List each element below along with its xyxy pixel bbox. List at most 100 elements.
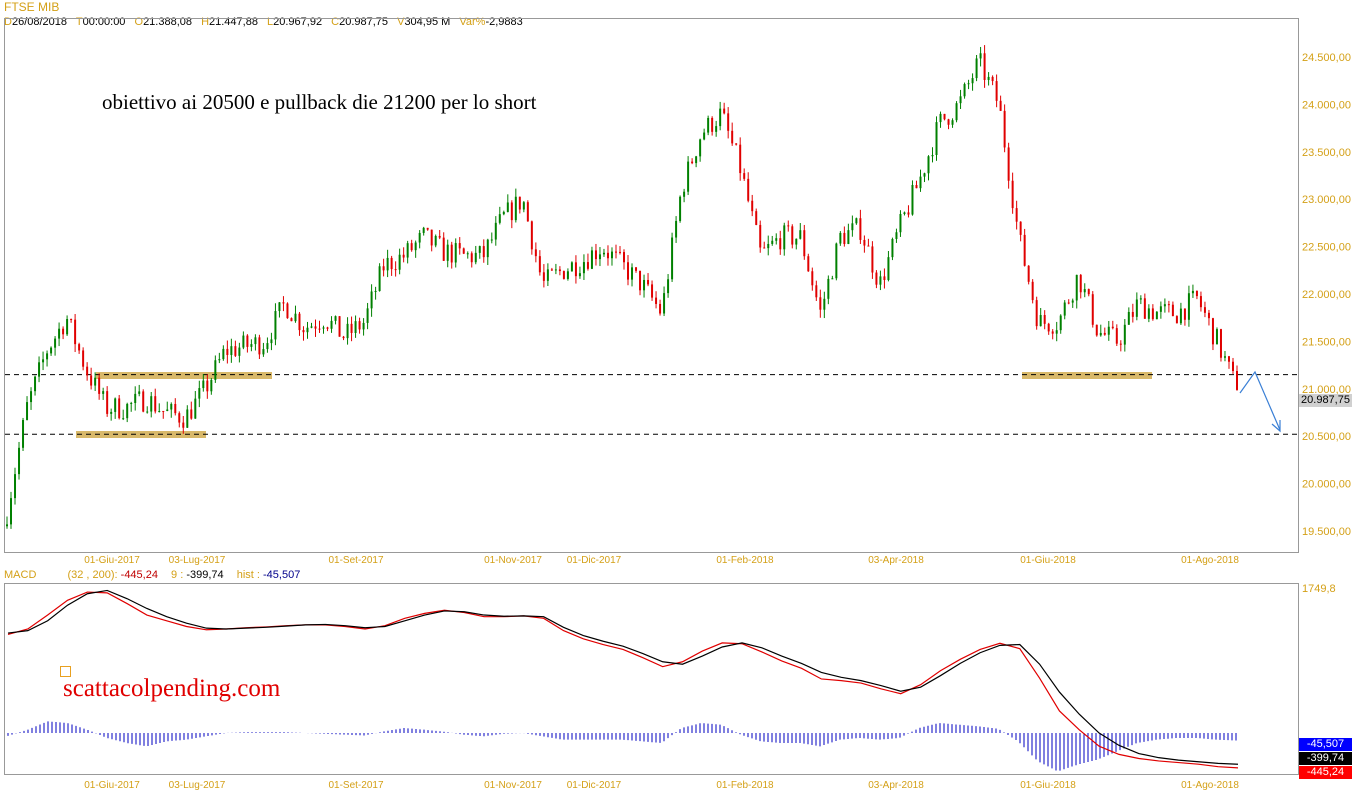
candle [1159, 301, 1162, 319]
candle-body [887, 257, 890, 281]
date-axis-tick: 03-Apr-2018 [868, 555, 924, 566]
candle [783, 222, 786, 256]
candle-body [955, 103, 958, 121]
high-label: H [201, 16, 210, 28]
candle [194, 391, 197, 419]
candle-body [703, 132, 706, 140]
candle [102, 387, 105, 400]
candle [138, 384, 141, 397]
macd-label: MACD [4, 569, 37, 581]
watermark: scattacolpending.com [63, 675, 281, 702]
candle-body [350, 323, 353, 333]
candle-body [170, 403, 173, 410]
candle-body [222, 348, 225, 360]
candle [518, 196, 521, 214]
candle-body [959, 96, 962, 104]
candle-body [1187, 293, 1190, 320]
candle-body [683, 191, 686, 197]
date-axis-tick: 01-Giu-2017 [84, 555, 140, 566]
candle [422, 226, 425, 236]
candle-body [494, 222, 497, 240]
candle [322, 325, 325, 334]
candle-body [1151, 308, 1154, 320]
candle-body [1091, 294, 1094, 325]
candle [867, 238, 870, 247]
candle-body [1159, 306, 1162, 312]
candle [1099, 324, 1102, 337]
candle-body [478, 246, 481, 253]
candle-body [771, 240, 774, 244]
candle-body [334, 316, 337, 321]
candle-body [402, 254, 405, 258]
candle [214, 355, 217, 383]
candle-body [562, 271, 565, 279]
candle-body [98, 377, 101, 394]
candle-body [470, 253, 473, 263]
candle [202, 374, 205, 392]
candle-body [154, 396, 157, 412]
candle-body [234, 346, 237, 356]
candle-body [1055, 330, 1058, 334]
candle [663, 286, 666, 317]
candle-body [1131, 311, 1134, 317]
candle [314, 319, 317, 337]
candle-body [935, 122, 938, 156]
candle-body [458, 243, 461, 249]
candle [594, 243, 597, 266]
candle-body [46, 353, 49, 360]
candle [1075, 274, 1078, 309]
candle-body [675, 220, 678, 238]
candle [218, 352, 221, 364]
candle-body [554, 269, 557, 271]
candle-body [1079, 274, 1082, 293]
candle [114, 397, 117, 419]
candle-body [671, 237, 674, 280]
candle [623, 249, 626, 270]
date-axis-tick: 01-Ago-2018 [1181, 555, 1239, 566]
candle [122, 409, 125, 421]
candle [390, 255, 393, 276]
candle [402, 247, 405, 263]
candle-body [663, 293, 666, 314]
candle [318, 320, 321, 333]
candle-body [1236, 370, 1238, 390]
candle-body [751, 200, 754, 212]
candle [590, 246, 593, 270]
candle-body [42, 359, 45, 363]
candle-body [719, 108, 722, 127]
signal-tag: -399,74 [1299, 752, 1352, 765]
candle-body [414, 242, 417, 251]
candle-body [1019, 221, 1022, 235]
candle-body [999, 100, 1002, 111]
candle [1227, 355, 1230, 369]
candle-body [939, 113, 942, 123]
candle-body [903, 212, 906, 214]
candle [70, 318, 73, 323]
candle-body [186, 409, 189, 428]
candle-body [767, 243, 770, 249]
candle-body [270, 339, 273, 344]
candle-body [723, 108, 726, 114]
candle [643, 274, 646, 298]
candle-body [815, 285, 818, 298]
candle [1055, 321, 1058, 342]
candle [574, 255, 577, 284]
candle [655, 291, 658, 309]
candle-body [294, 313, 297, 322]
candle-body [927, 156, 930, 174]
candle-body [382, 266, 385, 271]
candle [731, 122, 734, 146]
candle [534, 242, 537, 263]
candle-body [30, 391, 33, 403]
candle-body [78, 344, 81, 351]
candle-body [74, 319, 77, 345]
candle-body [803, 230, 806, 257]
candle-body [1199, 296, 1202, 308]
support-zone-highlight [1022, 372, 1152, 379]
candle-body [514, 196, 517, 221]
candle [795, 238, 798, 250]
candle [270, 332, 273, 351]
candle [739, 137, 742, 181]
candle [703, 128, 706, 141]
